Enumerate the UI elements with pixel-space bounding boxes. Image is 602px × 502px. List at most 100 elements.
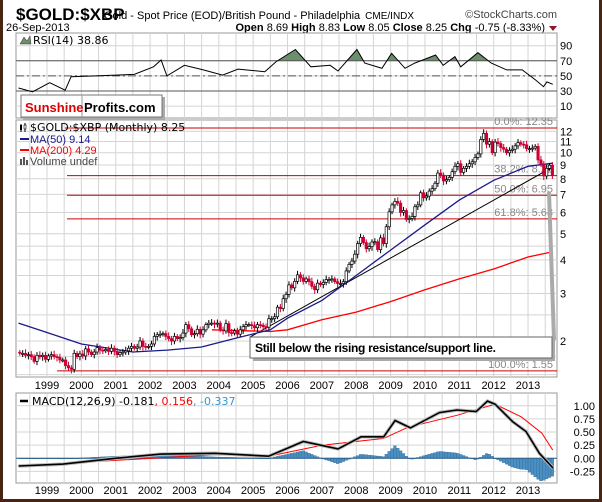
chg-label: Chg (450, 22, 471, 34)
candle-body (525, 144, 529, 150)
candle-body (55, 356, 59, 358)
macd-histogram-bar (507, 458, 511, 466)
macd-histogram-bar (513, 458, 517, 468)
candle-body (338, 283, 343, 285)
year-tick-label: 2001 (103, 485, 127, 497)
candle-body (178, 337, 182, 340)
candle-body (161, 333, 165, 335)
symbol-title: $GOLD:$XBP (16, 5, 125, 24)
high-value: 8.83 (319, 22, 340, 34)
candle-body (470, 161, 474, 165)
candle-body (204, 324, 208, 331)
candle-body (427, 190, 431, 197)
candle-body (69, 367, 73, 370)
candle-body (49, 354, 53, 357)
candle-body (384, 226, 388, 244)
candle-body (38, 354, 42, 357)
candle-body (41, 354, 45, 357)
annotation-callout: Still below the rising resistance/suppor… (249, 192, 556, 361)
candle-body (527, 148, 532, 151)
candle-body (444, 179, 448, 182)
macd-histogram-bar (510, 458, 514, 468)
candle-body (147, 346, 151, 348)
candle-body (513, 145, 517, 150)
candle-body (304, 278, 308, 282)
candle-body (44, 354, 48, 360)
macd-histogram-bar (533, 458, 537, 478)
candle-body (32, 356, 36, 362)
macd-histogram-bar (430, 453, 434, 459)
year-tick-label: 2002 (138, 380, 162, 392)
price-tick-label: 12 (560, 126, 572, 138)
macd-histogram-bar (527, 458, 532, 473)
price-tick-label: 8 (560, 174, 566, 186)
candle-body (493, 141, 497, 154)
candle-body (89, 351, 93, 355)
macd-histogram-bar (536, 458, 540, 480)
candle-body (172, 336, 176, 342)
candle-body (86, 348, 91, 353)
candle-body (255, 324, 260, 329)
macd-histogram-bar (459, 454, 463, 459)
candle-body (273, 316, 277, 320)
candle-body (104, 349, 108, 352)
sunshine-profits-logo: Sunshine Profits.com (20, 94, 165, 120)
candle-body (58, 356, 62, 361)
candle-body (484, 132, 489, 145)
ohlc-readout: Open 8.69 High 8.83 Low 8.05 Close 8.25 … (236, 22, 546, 34)
candle-body (81, 353, 85, 357)
stockcharts-copyright: ©StockCharts.com (465, 9, 557, 21)
candle-body (98, 347, 102, 351)
candle-body (424, 195, 428, 199)
candle-body (21, 352, 25, 355)
macd-histogram-bar (525, 458, 529, 470)
price-legend-title: $GOLD:$XBP (Monthly) 8.25 (30, 121, 185, 134)
candle-body (118, 352, 122, 355)
macd-histogram-bar (304, 451, 308, 459)
macd-histogram-bar (450, 452, 454, 459)
candle-body (344, 270, 348, 283)
macd-histogram-bar (293, 452, 297, 459)
candle-body (164, 333, 168, 337)
year-tick-label: 2002 (138, 485, 162, 497)
macd-histogram-bar (336, 458, 340, 464)
macd-histogram-bar (442, 451, 446, 459)
candle-body (301, 277, 305, 282)
candle-body (433, 182, 437, 190)
macd-histogram-bar (310, 454, 314, 459)
rsi-tick-label: 30 (560, 86, 572, 98)
candle-body (293, 281, 297, 289)
year-tick-label: 2008 (344, 380, 368, 392)
macd-histogram-bar (307, 453, 311, 459)
candle-body (459, 163, 463, 173)
macd-histogram-bar (338, 458, 343, 463)
candle-body (387, 211, 391, 228)
candle-body (436, 172, 440, 184)
open-value: 8.69 (267, 22, 288, 34)
candle-body (61, 359, 65, 362)
candle-body (112, 347, 116, 352)
candle-body (539, 159, 543, 165)
candle-body (341, 281, 345, 284)
candle-body (502, 147, 506, 150)
year-tick-label: 2011 (447, 485, 471, 497)
candle-body (453, 165, 457, 173)
candle-body (396, 200, 400, 204)
candle-body (545, 167, 549, 177)
candle-body (221, 329, 225, 332)
candle-body (198, 328, 202, 335)
candle-body (192, 333, 197, 336)
candle-body (416, 204, 420, 208)
candle-body (247, 324, 251, 326)
candle-body (281, 298, 285, 309)
candle-body (18, 351, 22, 354)
macd-histogram-bar (298, 451, 302, 459)
year-tick-label: 2012 (481, 485, 505, 497)
year-tick-label: 2010 (413, 485, 437, 497)
candle-body (238, 329, 242, 335)
macd-histogram-bar (301, 450, 305, 459)
candle-body (184, 324, 188, 334)
candle-body (244, 324, 248, 328)
price-tick-label: 9 (560, 160, 566, 172)
macd-histogram-bar (287, 453, 291, 459)
